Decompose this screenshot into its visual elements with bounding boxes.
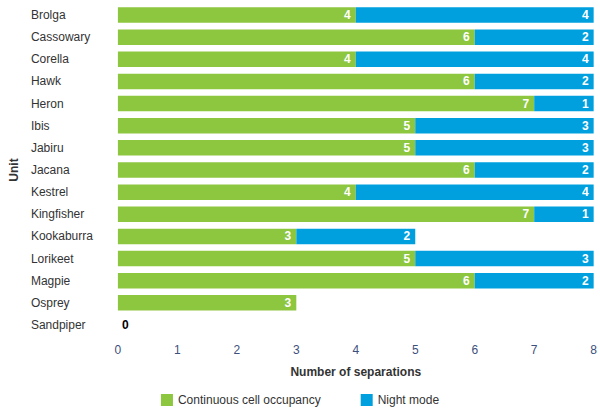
svg-text:Unit: Unit: [7, 158, 21, 181]
svg-text:Lorikeet: Lorikeet: [31, 252, 74, 266]
svg-text:2: 2: [582, 274, 589, 288]
svg-text:4: 4: [582, 52, 589, 66]
svg-text:Jacana: Jacana: [31, 163, 70, 177]
svg-text:2: 2: [404, 229, 411, 243]
svg-text:2: 2: [582, 30, 589, 44]
svg-text:6: 6: [463, 274, 470, 288]
svg-text:7: 7: [531, 343, 538, 357]
svg-text:2: 2: [582, 163, 589, 177]
svg-text:1: 1: [582, 207, 589, 221]
svg-text:Brolga: Brolga: [31, 8, 66, 22]
svg-text:Heron: Heron: [31, 97, 64, 111]
svg-text:7: 7: [523, 207, 530, 221]
svg-text:3: 3: [582, 252, 589, 266]
svg-text:0: 0: [122, 318, 129, 332]
svg-text:5: 5: [412, 343, 419, 357]
svg-text:Kestrel: Kestrel: [31, 185, 68, 199]
svg-text:Sandpiper: Sandpiper: [31, 318, 86, 332]
svg-text:Ibis: Ibis: [31, 119, 50, 133]
svg-text:7: 7: [523, 97, 530, 111]
svg-text:4: 4: [344, 185, 351, 199]
svg-text:2: 2: [582, 74, 589, 88]
svg-text:5: 5: [404, 141, 411, 155]
svg-text:6: 6: [463, 163, 470, 177]
svg-text:4: 4: [344, 52, 351, 66]
svg-text:Number of separations: Number of separations: [290, 365, 421, 379]
svg-text:Continuous cell occupancy: Continuous cell occupancy: [178, 393, 321, 407]
svg-text:Kingfisher: Kingfisher: [31, 207, 84, 221]
svg-text:Night mode: Night mode: [378, 393, 440, 407]
svg-text:4: 4: [582, 185, 589, 199]
svg-text:6: 6: [463, 30, 470, 44]
svg-text:8: 8: [590, 343, 597, 357]
svg-text:1: 1: [174, 343, 181, 357]
svg-text:0: 0: [115, 343, 122, 357]
svg-text:Kookaburra: Kookaburra: [31, 229, 93, 243]
svg-text:Hawk: Hawk: [31, 74, 62, 88]
svg-text:3: 3: [285, 296, 292, 310]
svg-text:4: 4: [582, 8, 589, 22]
svg-text:5: 5: [404, 252, 411, 266]
svg-text:3: 3: [285, 229, 292, 243]
svg-text:1: 1: [582, 97, 589, 111]
svg-text:5: 5: [404, 119, 411, 133]
svg-text:4: 4: [344, 8, 351, 22]
svg-text:4: 4: [352, 343, 359, 357]
svg-text:Corella: Corella: [31, 52, 69, 66]
svg-text:3: 3: [293, 343, 300, 357]
svg-text:Magpie: Magpie: [31, 274, 71, 288]
svg-text:2: 2: [233, 343, 240, 357]
svg-text:Cassowary: Cassowary: [31, 30, 90, 44]
svg-text:6: 6: [471, 343, 478, 357]
svg-text:Jabiru: Jabiru: [31, 141, 64, 155]
svg-text:3: 3: [582, 119, 589, 133]
svg-text:6: 6: [463, 74, 470, 88]
svg-text:Osprey: Osprey: [31, 296, 70, 310]
svg-text:3: 3: [582, 141, 589, 155]
